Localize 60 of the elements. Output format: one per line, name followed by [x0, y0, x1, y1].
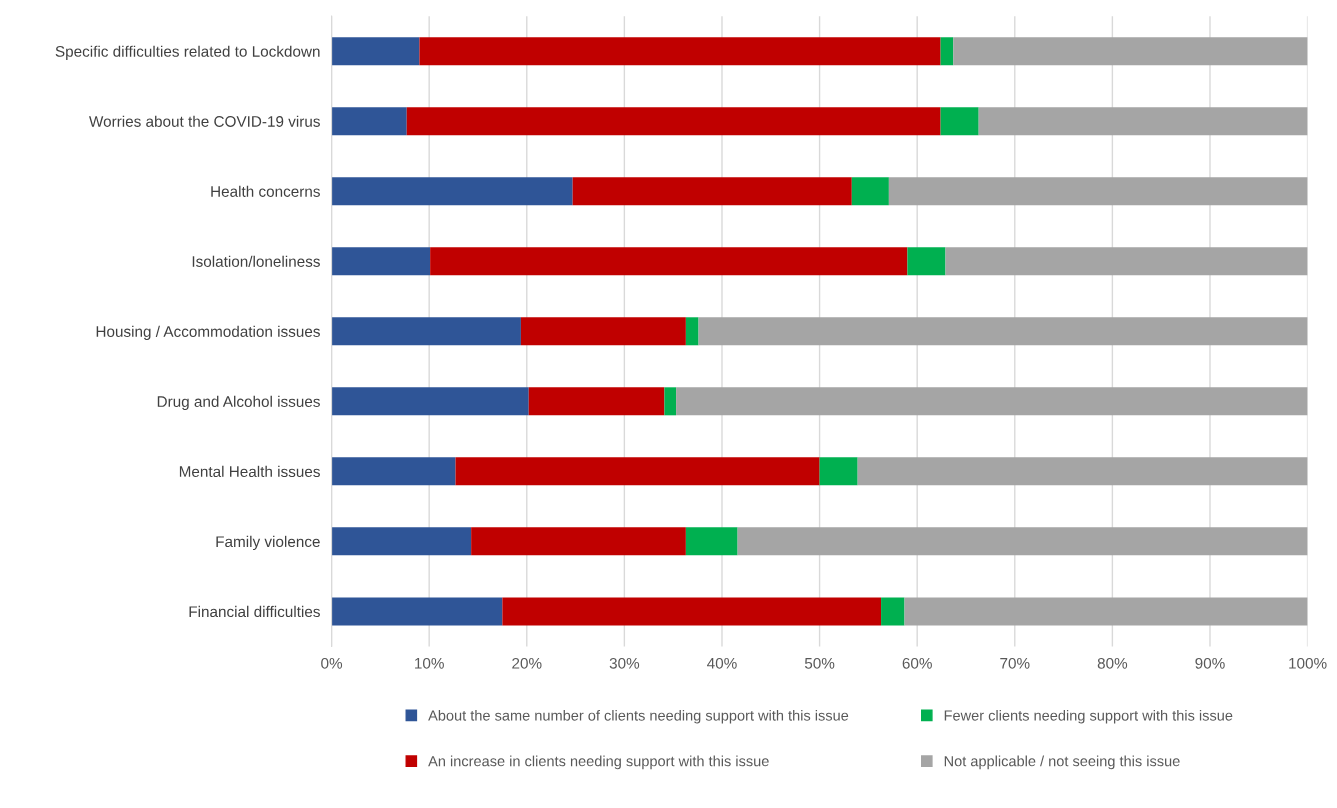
bar: [572, 177, 852, 206]
bar: [698, 317, 1308, 346]
bar: [455, 457, 820, 486]
bar: [904, 597, 1308, 626]
bar: [888, 177, 1308, 206]
y-tick-label: Isolation/loneliness: [192, 255, 320, 267]
y-tick-label: Worries about the COVID-19 virus: [89, 115, 320, 127]
y-tick-label: Family violence: [216, 535, 320, 551]
bar: [940, 107, 979, 136]
bar: [520, 317, 686, 346]
x-tick-label: 0%: [321, 657, 343, 669]
legend-label: Fewer clients needing support with this issue: [944, 709, 1233, 724]
bar: [331, 597, 503, 626]
legend-label: Not applicable / not seeing this issue: [944, 755, 1180, 770]
bar: [945, 247, 1308, 276]
x-tick-label: 50%: [804, 657, 835, 669]
bar: [664, 387, 677, 416]
y-tick-label: Drug and Alcohol issues: [157, 395, 320, 411]
bar: [430, 247, 908, 276]
x-tick-label: 30%: [609, 657, 640, 669]
x-tick-label: 70%: [1000, 657, 1030, 669]
bar: [331, 107, 407, 136]
bar: [471, 527, 686, 556]
bar: [331, 527, 472, 556]
bar: [685, 317, 699, 346]
bar: [953, 37, 1308, 66]
bar: [419, 37, 941, 66]
bar: [331, 247, 431, 276]
legend-label: An increase in clients needing support with this issue: [428, 755, 769, 770]
bar: [978, 107, 1308, 136]
x-tick-label: 40%: [707, 657, 737, 669]
bar: [737, 527, 1308, 556]
bar: [857, 457, 1308, 486]
x-tick-label: 10%: [415, 657, 444, 669]
bar: [685, 527, 738, 556]
x-tick-label: 60%: [902, 657, 932, 669]
legend-label: About the same number of clients needing support with this issue: [428, 709, 849, 724]
bar: [331, 457, 456, 486]
bar: [676, 387, 1308, 416]
bar: [406, 107, 941, 136]
x-tick-label: 100%: [1289, 657, 1327, 669]
y-tick-label: Mental Health issues: [179, 465, 320, 478]
bar: [331, 387, 529, 416]
bar: [331, 177, 573, 206]
y-tick-label: Specific difficulties related to Lockdown: [55, 45, 320, 60]
bar: [907, 247, 946, 276]
x-tick-label: 80%: [1097, 657, 1128, 669]
y-tick-label: Housing / Accommodation issues: [96, 325, 320, 340]
y-tick-label: Health concerns: [211, 185, 320, 197]
bar: [528, 387, 665, 416]
y-tick-label: Financial difficulties: [189, 605, 320, 618]
bar: [502, 597, 882, 626]
bar: [331, 317, 521, 346]
x-tick-label: 20%: [512, 657, 542, 669]
bar: [819, 457, 858, 486]
x-tick-label: 90%: [1195, 657, 1225, 669]
bar: [940, 37, 954, 66]
bar: [881, 597, 905, 626]
bar: [851, 177, 889, 206]
bar: [331, 37, 420, 66]
